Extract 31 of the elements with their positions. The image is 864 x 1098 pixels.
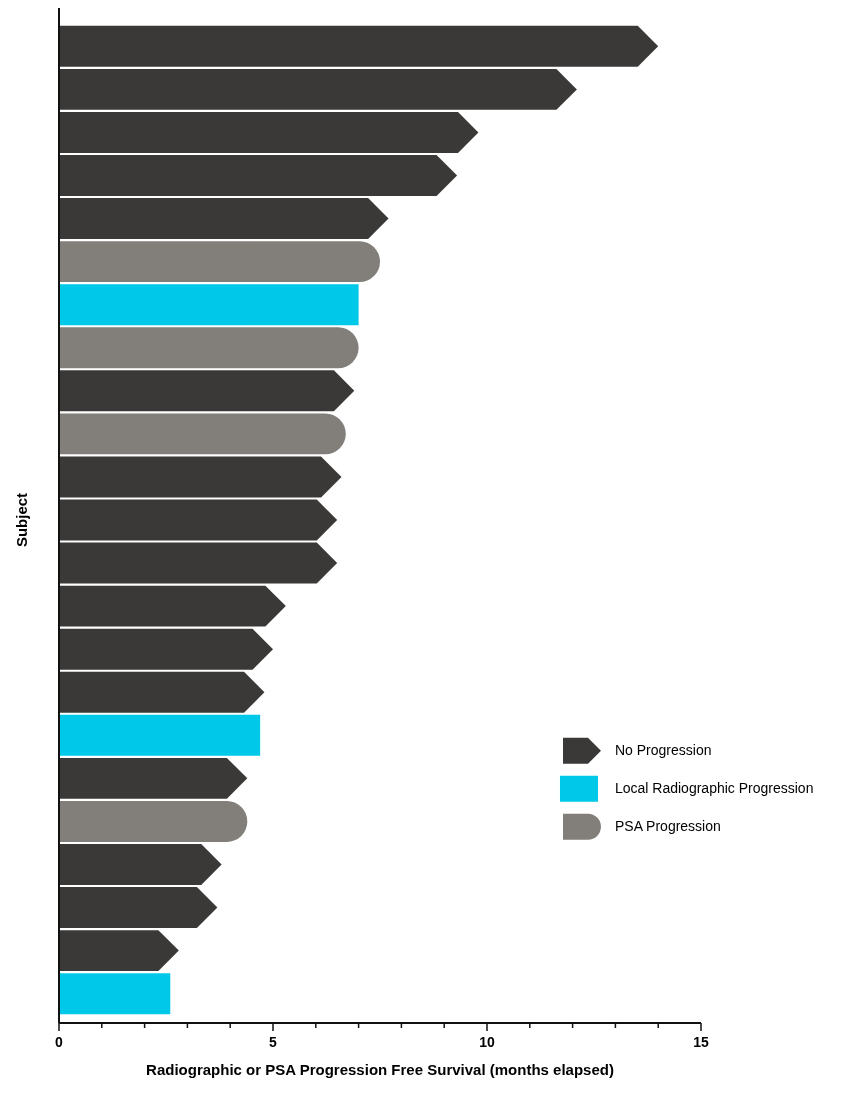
x-tick-label: 15 <box>693 1034 709 1050</box>
bar <box>59 800 248 842</box>
bar <box>59 327 359 369</box>
x-tick-label: 10 <box>479 1034 495 1050</box>
bar <box>59 284 359 326</box>
bar <box>59 973 171 1015</box>
y-axis-title: Subject <box>13 492 30 548</box>
bar <box>59 542 338 584</box>
x-tick-label: 0 <box>55 1034 64 1050</box>
bar <box>59 714 261 756</box>
bar <box>59 241 380 283</box>
legend-label: PSA Progression <box>614 817 721 834</box>
bar <box>59 111 479 153</box>
bar <box>59 844 222 885</box>
bar <box>59 585 286 627</box>
bar <box>59 25 659 67</box>
bar <box>59 413 346 455</box>
bar <box>59 198 389 240</box>
bar <box>59 887 218 929</box>
bar <box>59 757 248 799</box>
bar <box>59 628 273 670</box>
bar <box>59 456 342 498</box>
legend-label: No Progression <box>614 741 712 758</box>
x-tick-label: 5 <box>269 1034 278 1050</box>
bar <box>59 370 355 412</box>
bar <box>59 671 265 713</box>
bar <box>59 155 458 196</box>
legend-label: Local Radiographic Progression <box>614 779 814 796</box>
x-axis-title: Radiographic or PSA Progression Free Survival (months elapsed) <box>146 1061 614 1078</box>
bar <box>59 68 577 110</box>
bar <box>59 499 338 541</box>
